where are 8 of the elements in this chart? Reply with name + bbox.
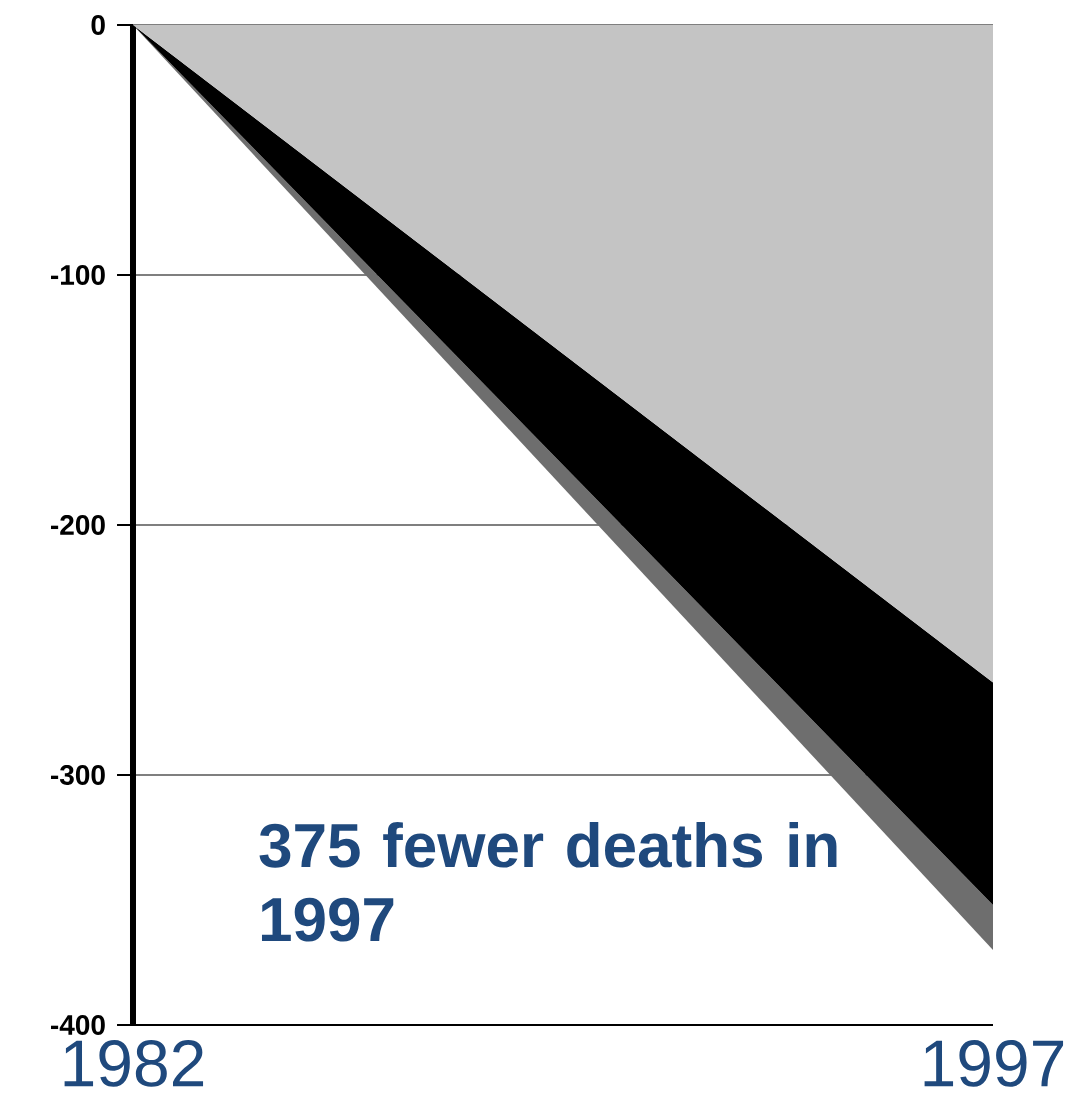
y-tick-label: -200 — [50, 515, 105, 535]
x-tick-label: 1982 — [64, 1040, 204, 1087]
x-tick-label: 1997 — [924, 1040, 1064, 1087]
y-tick-label: -300 — [50, 765, 105, 785]
annotation: 375 fewer deaths in 1997 — [259, 822, 837, 942]
y-tick-label: -100 — [50, 265, 105, 285]
y-tick-label: 0 — [91, 15, 105, 35]
y-tick-label: -400 — [50, 1015, 105, 1035]
